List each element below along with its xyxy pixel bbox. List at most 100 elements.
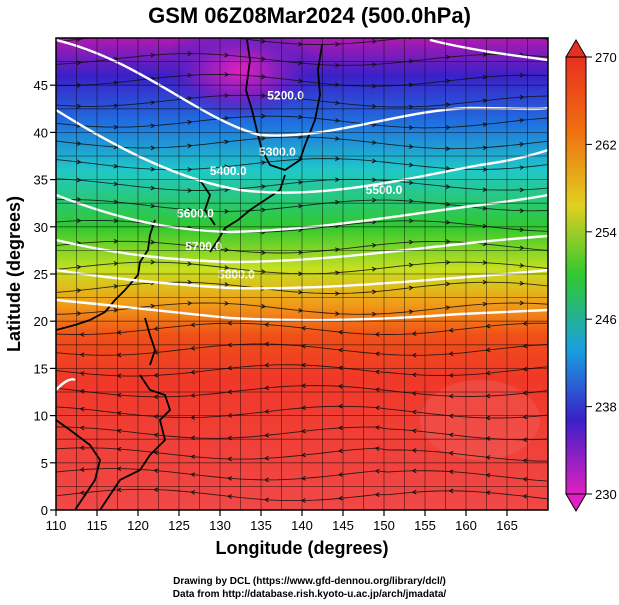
streamline-arrow xyxy=(371,219,377,225)
streamline-arrow xyxy=(264,497,269,503)
streamline-arrow xyxy=(79,445,85,451)
streamline-arrow xyxy=(224,265,230,270)
streamline-arrow xyxy=(522,476,528,482)
streamline-arrow xyxy=(224,209,230,214)
streamline-arrow xyxy=(445,125,451,130)
streamline-arrow xyxy=(190,393,196,398)
streamline-arrow xyxy=(335,100,340,106)
x-tick-label: 160 xyxy=(455,518,477,533)
streamline-arrow xyxy=(519,94,525,100)
streamline-arrow xyxy=(76,311,82,316)
streamline-arrow xyxy=(408,239,414,245)
streamline-arrow xyxy=(261,250,267,256)
streamline-arrow xyxy=(445,54,451,60)
coastlines xyxy=(56,39,323,510)
streamline-arrow xyxy=(408,218,414,224)
x-tick-label: 135 xyxy=(250,518,272,533)
y-axis-label: Latitude (degrees) xyxy=(4,196,24,352)
streamline-arrow xyxy=(337,495,343,501)
streamline-arrow xyxy=(79,406,85,412)
streamline-arrow xyxy=(76,159,82,165)
streamline-arrow xyxy=(190,472,196,478)
streamline-arrow xyxy=(187,119,193,125)
contour-label: 5200.0 xyxy=(267,88,304,102)
streamline-arrow xyxy=(408,162,414,168)
streamline-arrow xyxy=(448,432,454,438)
x-tick-label: 115 xyxy=(87,518,108,533)
streamline-arrow xyxy=(264,322,270,328)
streamline-arrow xyxy=(150,123,156,129)
streamline-arrow xyxy=(448,488,454,494)
streamline-arrow xyxy=(261,38,267,44)
streamline-arrow xyxy=(261,93,267,98)
streamline-arrow xyxy=(408,104,414,110)
streamline-arrow xyxy=(519,263,525,268)
streamline-arrow xyxy=(374,425,380,430)
streamline-arrow xyxy=(371,62,377,67)
y-tick-label: 35 xyxy=(34,173,48,188)
streamline-arrow xyxy=(261,135,267,141)
streamline-arrow xyxy=(150,100,156,105)
colorbar-tick-label: 262 xyxy=(595,137,617,152)
streamline-arrow xyxy=(371,103,377,109)
streamline-arrow xyxy=(445,78,451,84)
streamline-arrow xyxy=(153,487,159,493)
streamline-arrow xyxy=(264,477,269,483)
streamline-arrow xyxy=(374,351,380,357)
streamline-arrow xyxy=(187,51,193,56)
streamline-arrow xyxy=(448,373,454,378)
y-axis-ticks: 0 5 10 15 20 25 30 35 40 45 xyxy=(34,78,56,518)
streamline-arrow xyxy=(411,372,417,378)
streamline-arrow xyxy=(190,415,196,420)
streamline-arrow xyxy=(519,280,525,286)
streamline-arrow xyxy=(371,243,377,248)
y-tick-label: 10 xyxy=(34,409,48,424)
x-tick-label: 120 xyxy=(127,518,149,533)
y-tick-label: 20 xyxy=(34,314,48,329)
streamline-arrow xyxy=(187,167,193,172)
streamline-arrow xyxy=(114,33,118,37)
x-tick-label: 140 xyxy=(291,518,313,533)
streamline-arrow xyxy=(445,166,451,171)
streamline-arrow xyxy=(79,332,85,337)
streamline-arrow xyxy=(445,259,451,265)
streamline-arrow xyxy=(190,322,196,328)
x-axis-label: Longitude (degrees) xyxy=(215,538,388,558)
streamline-arrow xyxy=(190,369,196,375)
streamline-arrow xyxy=(150,239,156,245)
streamline-arrow xyxy=(448,451,454,456)
y-tick-label: 25 xyxy=(34,267,48,282)
streamline-arrow xyxy=(374,446,380,451)
y-tick-label: 45 xyxy=(34,78,48,93)
streamline-arrow xyxy=(190,454,196,460)
streamline-arrow xyxy=(448,393,454,399)
x-tick-label: 125 xyxy=(168,518,190,533)
streamline-arrow xyxy=(374,369,380,375)
streamline-arrow xyxy=(445,305,451,311)
contour-label: 5800.0 xyxy=(218,268,255,282)
x-axis-ticks: 110 115 120 125 130 135 140 145 150 155 160 165 xyxy=(46,510,518,533)
streamline-arrow xyxy=(411,409,417,415)
streamline-arrow xyxy=(150,145,156,151)
streamline-arrow xyxy=(371,266,377,272)
streamline-arrow xyxy=(153,372,159,378)
credit-drawing: Drawing by DCL (https://www.gfd-dennou.o… xyxy=(173,576,446,587)
streamline-arrow xyxy=(264,362,269,368)
colorbar-tick-label: 238 xyxy=(595,400,617,415)
x-tick-label: 130 xyxy=(209,518,231,533)
streamline-arrow xyxy=(337,425,343,431)
streamline-arrow xyxy=(224,282,230,287)
streamline-arrow xyxy=(79,371,85,376)
streamline-arrow xyxy=(79,490,85,496)
streamline-arrow xyxy=(76,218,82,224)
x-tick-label: 165 xyxy=(496,518,518,533)
streamline-arrow xyxy=(76,38,82,42)
streamline-arrow xyxy=(408,262,414,268)
streamline-arrow xyxy=(371,311,377,317)
streamline-arrow xyxy=(371,158,377,164)
streamline-arrow xyxy=(519,245,525,251)
streamline-arrow xyxy=(150,303,156,309)
streamline-arrow xyxy=(150,166,156,172)
y-tick-label: 30 xyxy=(34,220,48,235)
streamline-arrow xyxy=(187,207,193,213)
